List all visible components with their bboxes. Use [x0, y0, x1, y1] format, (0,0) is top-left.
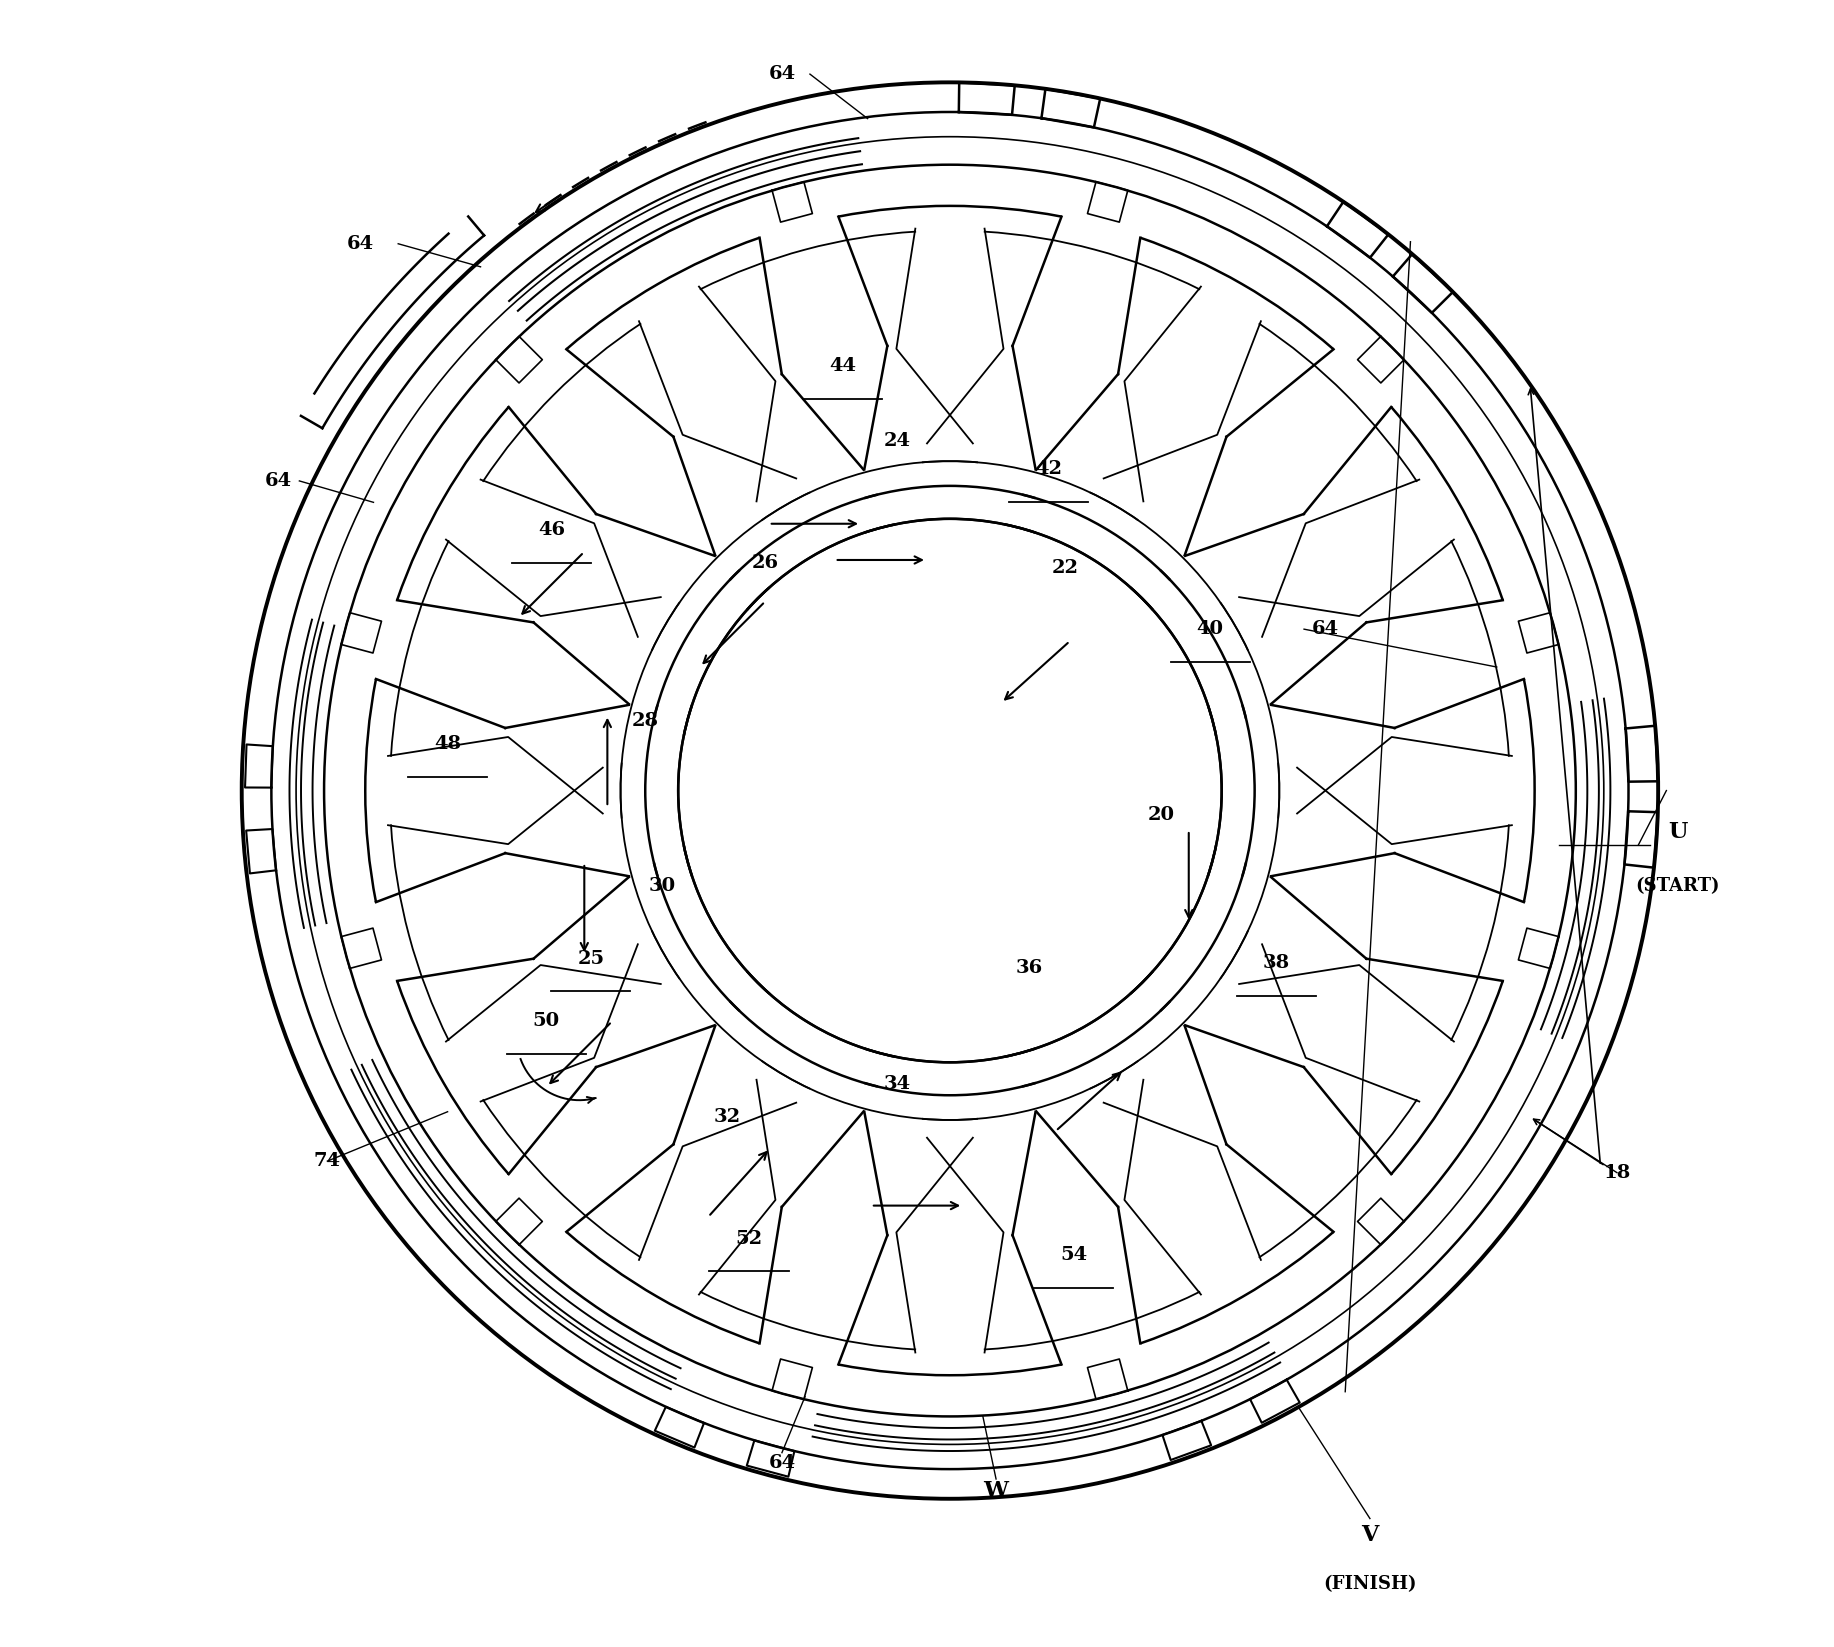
Text: 20: 20 — [1148, 807, 1174, 824]
Text: 18: 18 — [1603, 1164, 1630, 1181]
Text: 25: 25 — [578, 950, 605, 967]
Text: 74: 74 — [314, 1153, 341, 1169]
Text: 24: 24 — [884, 433, 911, 450]
Text: 46: 46 — [537, 522, 565, 539]
Text: (START): (START) — [1636, 878, 1720, 894]
Text: W: W — [983, 1479, 1009, 1502]
Text: 50: 50 — [534, 1013, 559, 1029]
Text: 48: 48 — [435, 736, 460, 753]
Text: 64: 64 — [347, 236, 374, 252]
Text: 36: 36 — [1016, 960, 1042, 977]
Text: 22: 22 — [1051, 560, 1078, 576]
Text: 44: 44 — [829, 357, 856, 374]
Text: 52: 52 — [735, 1230, 763, 1247]
Text: V: V — [1361, 1523, 1379, 1547]
Text: 26: 26 — [752, 555, 779, 572]
Text: 64: 64 — [768, 66, 796, 82]
Text: 28: 28 — [631, 713, 658, 730]
Text: 64: 64 — [264, 473, 292, 489]
Text: 42: 42 — [1034, 461, 1062, 478]
Text: 54: 54 — [1060, 1247, 1088, 1263]
Text: (FINISH): (FINISH) — [1322, 1576, 1416, 1593]
Text: U: U — [1669, 820, 1687, 843]
Text: 38: 38 — [1262, 955, 1289, 972]
Text: 30: 30 — [647, 878, 675, 894]
Text: 64: 64 — [1311, 621, 1339, 637]
Text: 34: 34 — [884, 1075, 911, 1092]
Text: 32: 32 — [713, 1108, 741, 1125]
Text: 40: 40 — [1196, 621, 1223, 637]
Text: 64: 64 — [768, 1454, 796, 1471]
